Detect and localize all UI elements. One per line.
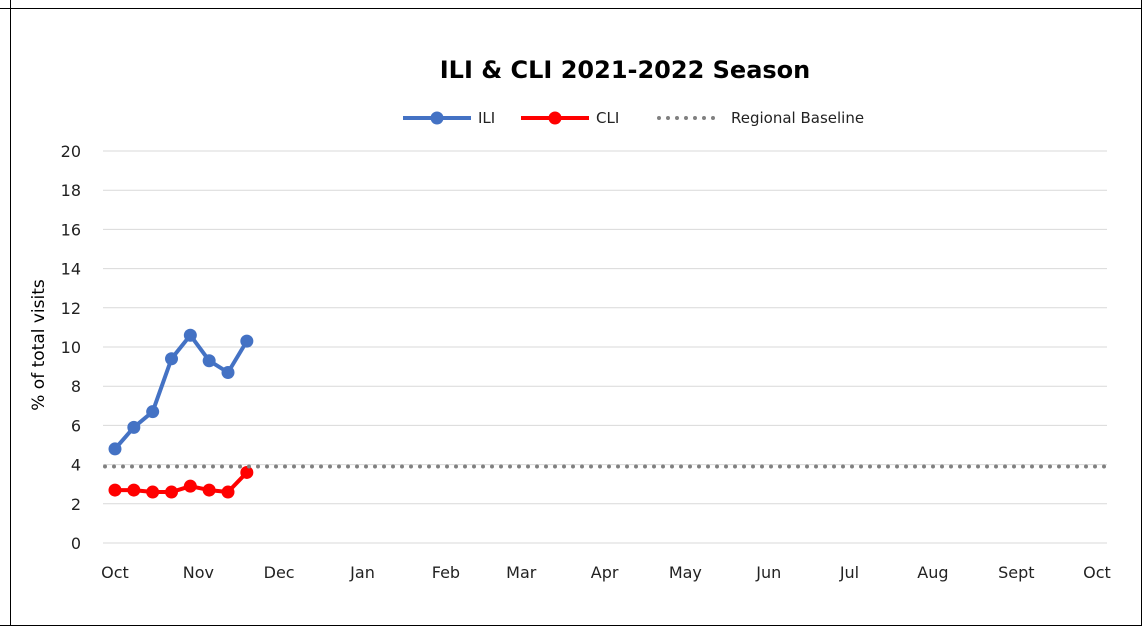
legend-label: Regional Baseline xyxy=(731,109,864,127)
y-tick-label: 10 xyxy=(61,338,81,357)
data-point xyxy=(240,465,254,479)
y-tick-labels: 0 2 4 6 8 10 12 14 16 18 20 xyxy=(61,142,81,553)
y-tick-label: 6 xyxy=(71,416,81,435)
y-tick-label: 8 xyxy=(71,377,81,396)
y-tick-label: 16 xyxy=(61,220,81,239)
data-point xyxy=(146,405,160,419)
x-tick-label: Oct xyxy=(101,563,129,582)
data-point xyxy=(183,479,197,493)
data-point xyxy=(183,328,197,342)
data-point xyxy=(164,352,178,366)
data-point xyxy=(127,483,141,497)
series-cli xyxy=(108,465,254,499)
legend-item-regional-baseline: Regional Baseline xyxy=(657,109,864,127)
y-tick-label: 20 xyxy=(61,142,81,161)
y-tick-label: 18 xyxy=(61,181,81,200)
x-tick-label: Apr xyxy=(591,563,619,582)
gridlines xyxy=(103,150,1107,544)
series-group xyxy=(103,328,1107,499)
data-point xyxy=(221,365,235,379)
data-point xyxy=(146,485,160,499)
legend-marker xyxy=(430,111,444,125)
x-tick-label: May xyxy=(669,563,702,582)
x-tick-label: Sept xyxy=(998,563,1034,582)
x-tick-label: Jun xyxy=(755,563,781,582)
x-tick-label: Jan xyxy=(349,563,375,582)
data-point xyxy=(202,483,216,497)
x-tick-label: Oct xyxy=(1083,563,1111,582)
legend-item-cli: CLI xyxy=(521,109,619,127)
y-tick-label: 4 xyxy=(71,456,81,475)
chart-title: ILI & CLI 2021-2022 Season xyxy=(440,56,811,84)
y-tick-label: 0 xyxy=(71,534,81,553)
y-axis-label: % of total visits xyxy=(29,279,49,411)
data-point xyxy=(108,483,122,497)
legend-item-ili: ILI xyxy=(403,109,495,127)
data-point xyxy=(240,334,254,348)
y-tick-label: 12 xyxy=(61,299,81,318)
legend: ILI CLI Regional Baseline xyxy=(403,109,864,127)
data-point xyxy=(127,420,141,434)
x-tick-label: Feb xyxy=(432,563,460,582)
x-tick-label: Aug xyxy=(917,563,948,582)
data-point xyxy=(221,485,235,499)
x-tick-label: Mar xyxy=(506,563,537,582)
x-tick-labels: Oct Nov Dec Jan Feb Mar Apr May Jun Jul Aug Sept Oct xyxy=(101,563,1111,582)
y-tick-label: 14 xyxy=(61,260,81,279)
y-tick-label: 2 xyxy=(71,495,81,514)
x-tick-label: Nov xyxy=(183,563,214,582)
x-tick-label: Dec xyxy=(264,563,295,582)
data-point xyxy=(202,354,216,368)
data-point xyxy=(108,442,122,456)
legend-label: ILI xyxy=(478,109,495,127)
data-point xyxy=(164,485,178,499)
series-ili xyxy=(108,328,254,456)
legend-label: CLI xyxy=(596,109,619,127)
chart-area xyxy=(10,8,1141,625)
legend-marker xyxy=(548,111,562,125)
x-tick-label: Jul xyxy=(839,563,859,582)
